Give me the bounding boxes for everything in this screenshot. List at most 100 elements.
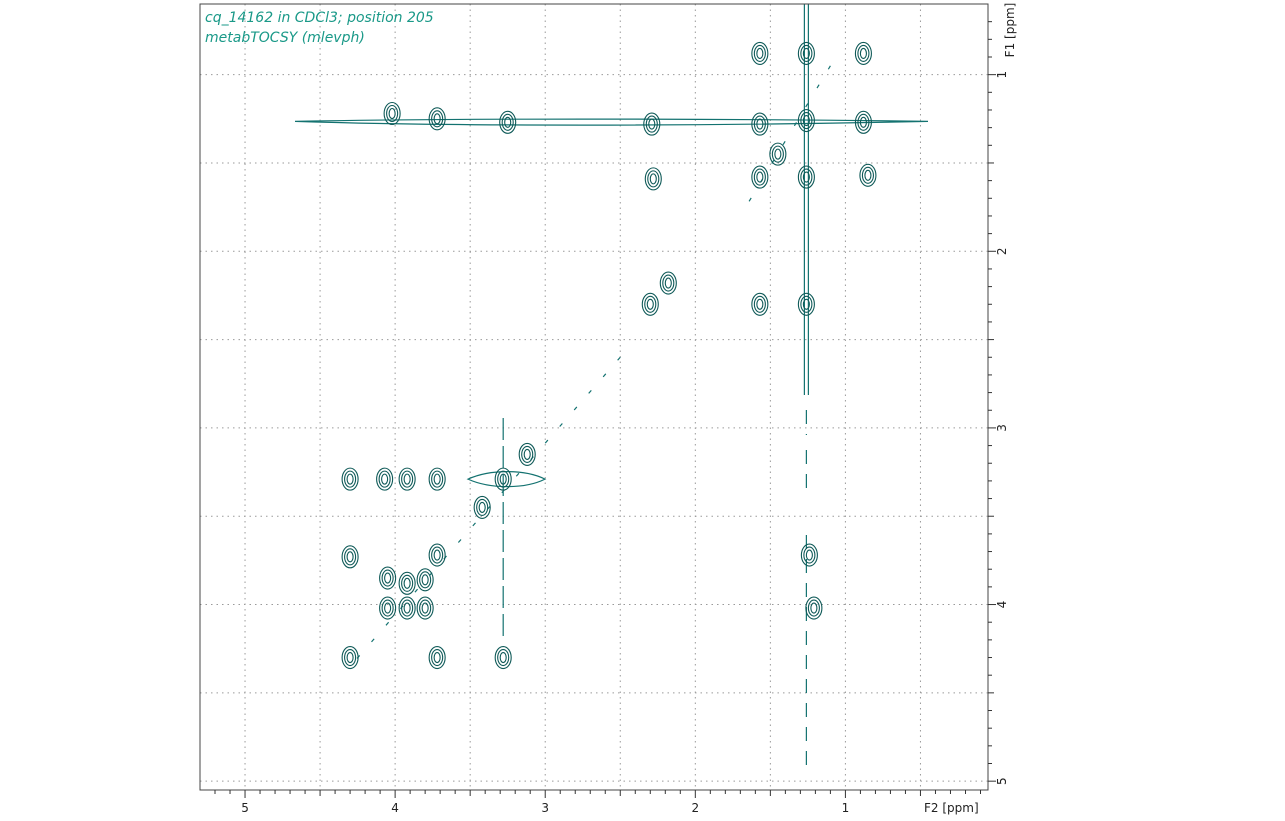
- contour-peak: [398, 571, 416, 595]
- contour-peak: [797, 41, 815, 66]
- contour-peak: [383, 101, 401, 126]
- contour-level: [802, 47, 810, 60]
- contour-level: [751, 112, 769, 136]
- contour-level: [800, 112, 813, 130]
- contour-level: [800, 543, 818, 567]
- contour-level: [428, 645, 446, 670]
- contour-peak: [494, 645, 512, 670]
- contour-level: [341, 545, 359, 569]
- contour-peak: [769, 142, 787, 166]
- contour-level: [649, 173, 657, 185]
- contour-level: [476, 498, 489, 516]
- contour-level: [797, 165, 815, 189]
- contour-level: [403, 577, 411, 589]
- x-tick-label: 3: [541, 801, 549, 815]
- contour-level: [771, 145, 784, 163]
- contour-level: [341, 467, 359, 491]
- contour-level: [861, 166, 874, 184]
- contour-peak: [854, 110, 872, 134]
- contour-level: [341, 645, 359, 670]
- contour-level: [802, 115, 810, 127]
- contour-level: [756, 171, 764, 183]
- contour-level: [800, 295, 813, 313]
- contour-level: [379, 596, 397, 620]
- contour-level: [753, 44, 766, 63]
- contour-level: [433, 651, 441, 664]
- contour-level: [497, 648, 510, 667]
- contour-level: [646, 298, 654, 310]
- contour-level: [346, 473, 354, 485]
- contour-level: [523, 448, 531, 460]
- contour-level: [645, 115, 658, 133]
- contour-level: [805, 549, 813, 561]
- contour-peak: [859, 163, 877, 187]
- contour-peak: [379, 566, 397, 590]
- t1-ridge-1p26: [803, 4, 809, 395]
- contour-peaks: [341, 41, 877, 670]
- contour-level: [664, 277, 672, 289]
- contour-peak: [643, 112, 661, 136]
- contour-peak: [473, 495, 491, 519]
- contour-level: [383, 101, 401, 126]
- contour-peak: [797, 165, 815, 189]
- y-tick-label: 2: [995, 247, 1009, 255]
- contour-peak: [428, 543, 446, 567]
- contour-level: [401, 574, 414, 592]
- contour-peak: [341, 645, 359, 670]
- diagonal-trace: [349, 65, 831, 667]
- contour-level: [398, 467, 416, 491]
- contour-level: [416, 596, 434, 620]
- contour-level: [753, 168, 766, 186]
- contour-level: [803, 546, 816, 564]
- contour-level: [857, 44, 870, 63]
- contour-level: [431, 648, 444, 667]
- contour-level: [504, 116, 512, 128]
- contour-peak: [416, 596, 434, 620]
- contour-level: [756, 47, 764, 60]
- contour-level: [859, 163, 877, 187]
- contour-level: [859, 47, 867, 60]
- contour-level: [810, 602, 818, 614]
- contour-peak: [518, 442, 536, 466]
- contour-level: [756, 118, 764, 130]
- contour-level: [499, 651, 507, 664]
- contour-peak: [644, 167, 662, 191]
- contour-level: [403, 473, 411, 485]
- contour-level: [499, 473, 507, 485]
- contour-peak: [800, 543, 818, 567]
- contour-peak: [428, 467, 446, 491]
- contour-level: [753, 115, 766, 133]
- contour-level: [499, 110, 517, 134]
- contour-peak: [494, 467, 512, 491]
- contour-level: [800, 168, 813, 186]
- contour-level: [857, 113, 870, 131]
- contour-level: [421, 602, 429, 614]
- contour-peak: [379, 596, 397, 620]
- contour-level: [433, 473, 441, 485]
- contour-peak: [398, 596, 416, 620]
- contour-peak: [659, 271, 677, 295]
- contour-level: [797, 41, 815, 66]
- contour-peak: [751, 165, 769, 189]
- contour-level: [800, 44, 813, 63]
- contour-peak: [751, 292, 769, 316]
- contour-level: [344, 470, 357, 488]
- contour-level: [431, 110, 444, 128]
- contour-level: [428, 467, 446, 491]
- experiment-subtitle: metabTOCSY (mlevph): [205, 30, 365, 46]
- x-axis-label: F2 [ppm]: [924, 801, 979, 815]
- contour-level: [751, 292, 769, 316]
- contour-peak: [854, 41, 872, 66]
- contour-level: [421, 574, 429, 586]
- contour-level: [659, 271, 677, 295]
- y-tick-label: 1: [995, 71, 1009, 79]
- y-axis-label: F1 [ppm]: [1003, 3, 1017, 58]
- contour-peak: [797, 109, 815, 133]
- contour-level: [344, 648, 357, 667]
- contour-level: [802, 171, 810, 183]
- contour-level: [494, 645, 512, 670]
- x-tick-label: 4: [391, 801, 399, 815]
- contour-level: [769, 142, 787, 166]
- contour-level: [641, 292, 659, 316]
- contour-level: [644, 295, 657, 313]
